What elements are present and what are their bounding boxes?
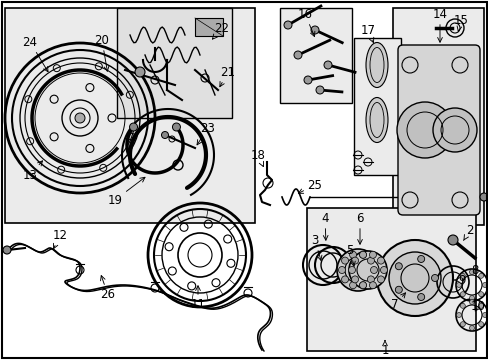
Text: 25: 25 [298, 179, 322, 193]
Circle shape [293, 51, 302, 59]
Text: 9: 9 [453, 274, 465, 287]
Text: 10: 10 [469, 301, 485, 314]
Bar [392, 8, 483, 225]
Bar [306, 208, 475, 351]
Circle shape [377, 276, 384, 283]
Circle shape [468, 296, 473, 301]
Circle shape [304, 76, 311, 84]
Text: 23: 23 [197, 122, 215, 145]
Bar [5, 8, 254, 223]
Circle shape [366, 257, 374, 264]
Circle shape [369, 251, 376, 258]
Circle shape [129, 123, 137, 131]
Circle shape [324, 61, 331, 69]
Circle shape [376, 240, 452, 316]
Circle shape [366, 276, 374, 283]
Circle shape [459, 292, 465, 297]
Circle shape [456, 283, 461, 288]
Text: 17: 17 [360, 23, 375, 42]
Circle shape [432, 108, 476, 152]
Circle shape [430, 274, 438, 282]
Circle shape [468, 300, 473, 305]
Circle shape [370, 266, 377, 274]
Circle shape [359, 251, 366, 258]
Circle shape [315, 86, 324, 94]
Circle shape [447, 235, 457, 245]
Bar [353, 38, 400, 175]
Text: 26: 26 [101, 275, 115, 302]
Circle shape [459, 322, 465, 327]
Text: 3: 3 [311, 234, 321, 260]
Circle shape [468, 325, 473, 330]
Text: 19: 19 [107, 177, 144, 207]
Circle shape [75, 113, 85, 123]
Circle shape [284, 21, 291, 29]
Text: 11: 11 [190, 286, 205, 311]
Text: 21: 21 [220, 66, 235, 87]
Text: 8: 8 [470, 264, 478, 276]
Circle shape [417, 293, 424, 301]
Text: 20: 20 [94, 33, 109, 71]
Circle shape [3, 246, 11, 254]
Text: 14: 14 [431, 8, 447, 42]
Circle shape [341, 257, 348, 264]
Text: 7: 7 [390, 293, 405, 311]
Text: 18: 18 [250, 149, 265, 167]
Circle shape [172, 123, 180, 131]
Circle shape [478, 292, 483, 297]
Text: 13: 13 [22, 161, 42, 181]
Text: 5: 5 [346, 243, 354, 266]
Text: 6: 6 [356, 212, 363, 244]
FancyBboxPatch shape [397, 45, 479, 215]
Circle shape [459, 303, 465, 308]
Ellipse shape [365, 98, 387, 143]
Text: 22: 22 [212, 22, 229, 39]
Text: 1: 1 [381, 341, 388, 356]
Circle shape [377, 257, 384, 264]
Circle shape [459, 273, 465, 278]
Circle shape [351, 276, 358, 283]
Circle shape [349, 251, 356, 258]
Circle shape [478, 322, 483, 327]
Bar [280, 8, 351, 103]
Circle shape [338, 266, 345, 274]
Circle shape [359, 282, 366, 289]
Circle shape [341, 276, 348, 283]
Ellipse shape [365, 42, 387, 87]
Text: 16: 16 [297, 8, 314, 36]
Text: 24: 24 [22, 36, 48, 72]
Circle shape [468, 270, 473, 274]
Circle shape [351, 257, 358, 264]
Circle shape [135, 67, 145, 77]
Circle shape [482, 312, 487, 318]
Circle shape [359, 282, 366, 289]
Circle shape [394, 286, 402, 293]
Circle shape [161, 131, 168, 139]
Circle shape [482, 283, 487, 288]
Circle shape [479, 193, 487, 201]
Circle shape [396, 102, 452, 158]
Circle shape [417, 256, 424, 262]
Circle shape [310, 26, 318, 34]
Bar [117, 8, 231, 118]
Circle shape [478, 303, 483, 308]
Text: 2: 2 [463, 224, 473, 240]
Circle shape [394, 263, 402, 270]
Circle shape [348, 251, 386, 289]
Circle shape [359, 251, 366, 258]
Text: 4: 4 [321, 212, 328, 240]
Circle shape [369, 282, 376, 289]
Circle shape [380, 266, 386, 274]
Bar [195, 18, 223, 36]
Circle shape [388, 252, 440, 304]
Circle shape [456, 312, 461, 318]
Circle shape [478, 273, 483, 278]
Circle shape [348, 266, 355, 274]
Text: 12: 12 [52, 229, 67, 248]
Circle shape [336, 249, 378, 291]
Text: 15: 15 [453, 14, 468, 31]
Circle shape [349, 282, 356, 289]
